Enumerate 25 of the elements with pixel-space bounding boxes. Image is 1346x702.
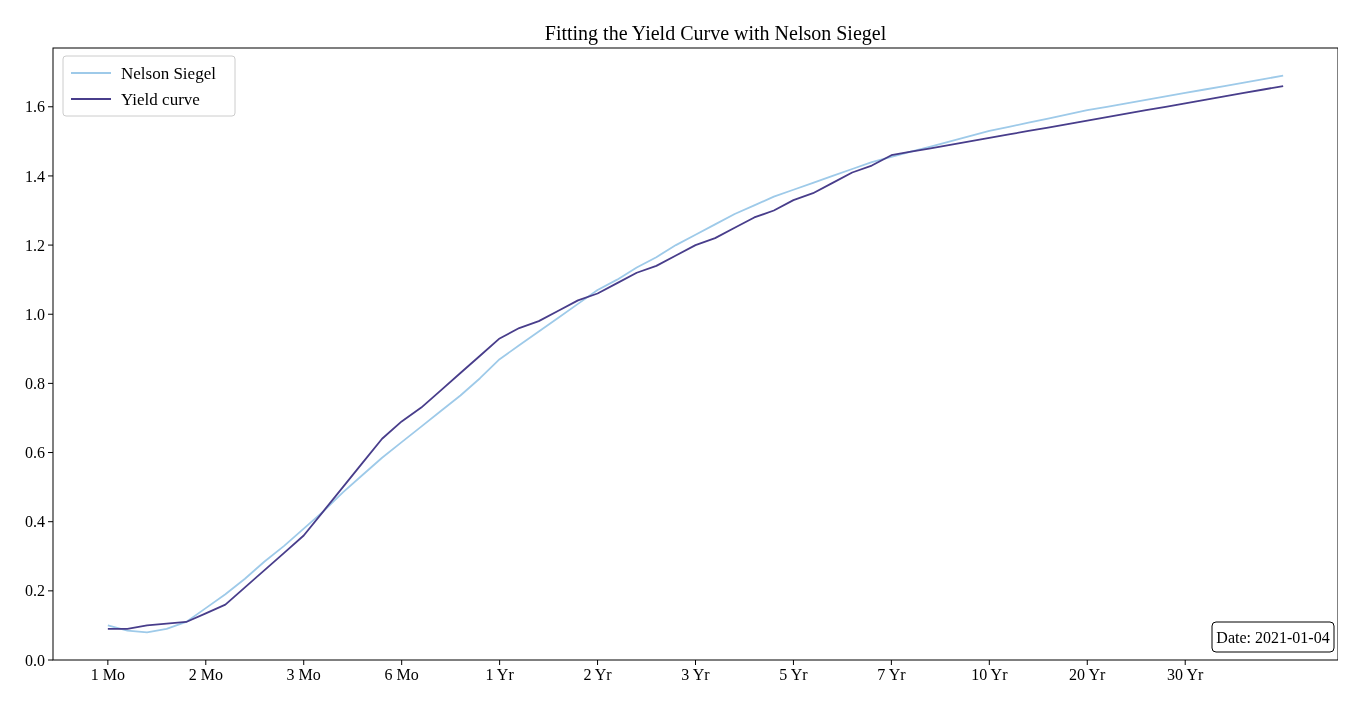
y-tick-label: 1.0 <box>25 305 45 323</box>
chart-title: Fitting the Yield Curve with Nelson Siegel <box>544 22 887 45</box>
y-tick-label: 1.2 <box>25 236 45 254</box>
y-tick-label: 0.6 <box>25 444 45 462</box>
x-tick-label: 1 Yr <box>485 666 515 683</box>
legend-label: Yield curve <box>121 89 200 109</box>
x-tick-label: 6 Mo <box>384 666 419 683</box>
y-tick-label: 1.6 <box>25 98 45 116</box>
y-tick-label: 0.8 <box>25 374 45 392</box>
x-tick-label: 3 Yr <box>681 666 711 683</box>
legend-label: Nelson Siegel <box>121 63 217 83</box>
y-tick-label: 0.4 <box>25 513 45 531</box>
x-tick-label: 2 Yr <box>583 666 613 683</box>
x-tick-label: 3 Mo <box>286 666 321 683</box>
x-tick-label: 30 Yr <box>1167 666 1205 683</box>
x-tick-label: 5 Yr <box>779 666 809 683</box>
x-tick-label: 7 Yr <box>877 666 907 683</box>
y-tick-label: 0.2 <box>25 582 45 600</box>
x-tick-label: 1 Mo <box>90 666 125 683</box>
x-tick-label: 2 Mo <box>188 666 223 683</box>
x-tick-label: 10 Yr <box>971 666 1009 683</box>
y-tick-label: 0.0 <box>25 651 45 669</box>
annotation: Date: 2021-01-04 <box>1216 628 1330 646</box>
y-tick-label: 1.4 <box>25 167 45 185</box>
x-tick-label: 20 Yr <box>1069 666 1107 683</box>
